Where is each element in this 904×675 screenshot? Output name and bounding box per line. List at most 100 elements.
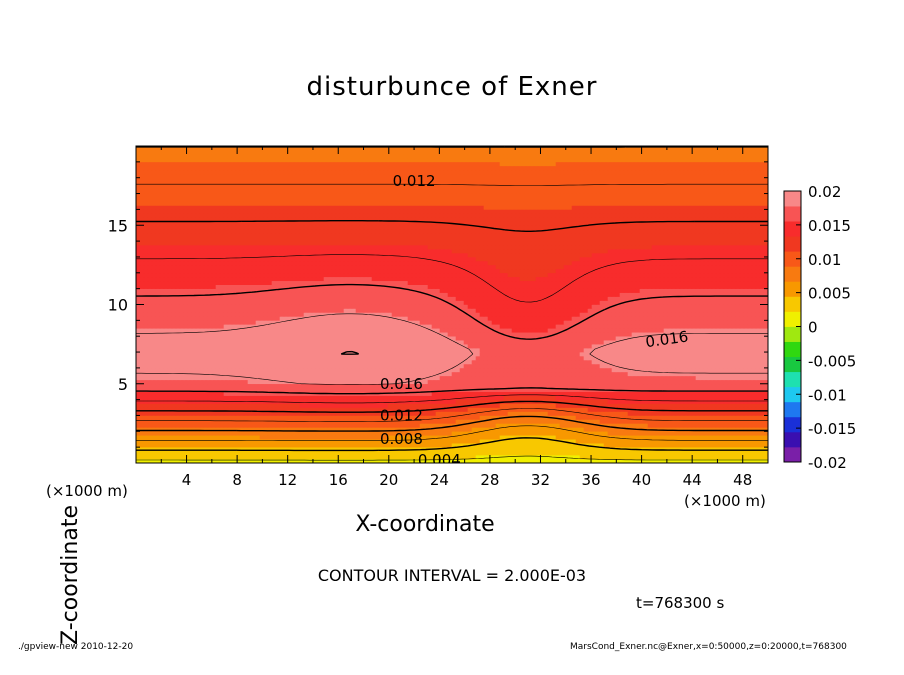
contour-cell bbox=[267, 407, 273, 412]
contour-cell bbox=[751, 450, 757, 456]
contour-cell bbox=[415, 403, 421, 408]
contour-cell bbox=[383, 399, 389, 404]
contour-cell bbox=[411, 347, 417, 353]
contour-cell bbox=[399, 407, 405, 412]
contour-cell bbox=[187, 359, 193, 365]
contour-cell bbox=[691, 351, 697, 357]
contour-cell bbox=[663, 431, 669, 436]
contour-cell bbox=[155, 355, 161, 361]
contour-cell bbox=[191, 415, 197, 420]
contour-cell bbox=[659, 427, 665, 432]
contour-cell bbox=[411, 335, 417, 341]
contour-cell bbox=[527, 359, 533, 365]
contour-cell bbox=[415, 375, 421, 381]
contour-cell bbox=[143, 411, 149, 416]
contour-cell bbox=[191, 419, 197, 424]
contour-cell bbox=[615, 399, 621, 404]
contour-cell bbox=[231, 431, 237, 436]
contour-cell bbox=[431, 347, 437, 353]
contour-cell bbox=[731, 351, 737, 357]
contour-cell bbox=[555, 395, 561, 400]
contour-cell bbox=[139, 431, 145, 436]
contour-cell bbox=[475, 411, 481, 416]
contour-cell bbox=[435, 379, 441, 385]
contour-cell bbox=[255, 391, 261, 396]
contour-cell bbox=[515, 411, 521, 416]
contour-cell bbox=[435, 450, 441, 456]
contour-cell bbox=[151, 343, 157, 349]
contour-cell bbox=[195, 442, 201, 448]
contour-cell bbox=[723, 403, 729, 408]
contour-cell bbox=[447, 367, 453, 373]
contour-cell bbox=[667, 383, 673, 389]
contour-cell bbox=[187, 434, 193, 440]
contour-cell bbox=[535, 431, 541, 436]
contour-cell bbox=[523, 423, 529, 428]
contour-cell bbox=[339, 407, 345, 412]
contour-cell bbox=[187, 363, 193, 369]
contour-cell bbox=[399, 371, 405, 377]
contour-cell bbox=[671, 343, 677, 349]
contour-cell bbox=[639, 363, 645, 369]
contour-cell bbox=[515, 371, 521, 377]
contour-cell bbox=[395, 383, 401, 389]
contour-cell bbox=[523, 395, 529, 400]
contour-cell bbox=[739, 363, 745, 369]
contour-cell bbox=[407, 367, 413, 373]
contour-cell bbox=[491, 411, 497, 416]
contour-cell bbox=[379, 347, 385, 353]
contour-cell bbox=[219, 427, 225, 432]
contour-cell bbox=[283, 359, 289, 365]
contour-cell bbox=[395, 335, 401, 341]
contour-cell bbox=[755, 355, 761, 361]
contour-cell bbox=[243, 359, 249, 365]
contour-cell bbox=[631, 391, 637, 396]
contour-cell bbox=[555, 387, 561, 392]
contour-cell bbox=[715, 391, 721, 396]
contour-cell bbox=[447, 407, 453, 412]
contour-cell bbox=[515, 438, 521, 444]
contour-cell bbox=[703, 399, 709, 404]
contour-cell bbox=[575, 351, 581, 357]
contour-cell bbox=[507, 371, 513, 377]
contour-cell bbox=[371, 383, 377, 389]
contour-cell bbox=[731, 458, 737, 463]
contour-cell bbox=[159, 351, 165, 357]
contour-cell bbox=[263, 355, 269, 361]
contour-cell bbox=[399, 419, 405, 424]
contour-cell bbox=[527, 446, 533, 452]
contour-cell bbox=[319, 343, 325, 349]
contour-cell bbox=[439, 431, 445, 436]
contour-cell bbox=[583, 395, 589, 400]
contour-cell bbox=[631, 450, 637, 456]
contour-cell bbox=[187, 395, 193, 400]
contour-cell bbox=[359, 371, 365, 377]
contour-cell bbox=[219, 363, 225, 369]
contour-cell bbox=[687, 407, 693, 412]
contour-cell bbox=[327, 407, 333, 412]
contour-cell bbox=[167, 355, 173, 361]
contour-cell bbox=[427, 359, 433, 365]
contour-cell bbox=[487, 403, 493, 408]
contour-cell bbox=[331, 343, 337, 349]
contour-cell bbox=[311, 395, 317, 400]
contour-cell bbox=[391, 387, 397, 392]
contour-cell bbox=[403, 403, 409, 408]
contour-cell bbox=[319, 403, 325, 408]
contour-cell bbox=[215, 343, 221, 349]
contour-cell bbox=[359, 347, 365, 353]
contour-cell bbox=[459, 339, 465, 345]
contour-cell bbox=[167, 458, 173, 463]
contour-cell bbox=[387, 415, 393, 420]
contour-cell bbox=[535, 375, 541, 381]
contour-cell bbox=[731, 427, 737, 432]
contour-cell bbox=[299, 351, 305, 357]
contour-cell bbox=[171, 415, 177, 420]
contour-cell bbox=[283, 375, 289, 381]
contour-cell bbox=[631, 454, 637, 460]
contour-cell bbox=[439, 363, 445, 369]
contour-cell bbox=[311, 407, 317, 412]
contour-cell bbox=[307, 335, 313, 341]
contour-cell bbox=[515, 427, 521, 432]
contour-cell bbox=[695, 450, 701, 456]
